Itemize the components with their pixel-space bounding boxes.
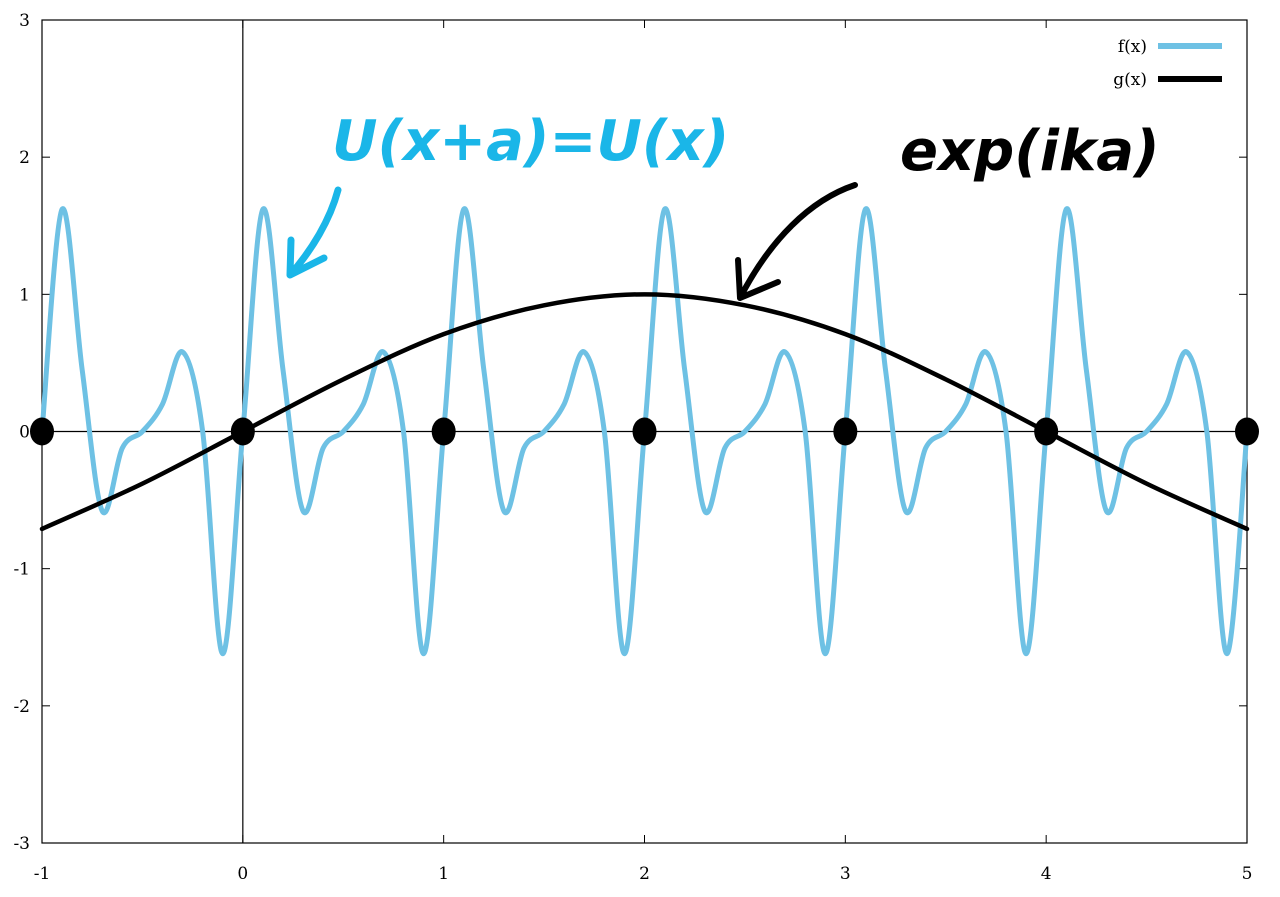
x-tick-label: 2: [639, 864, 650, 884]
x-tick-label: 5: [1242, 864, 1253, 884]
zero-point: [230, 417, 255, 446]
y-tick-label: 0: [19, 423, 30, 443]
zero-points: [30, 417, 1259, 446]
x-tick-label: -1: [34, 864, 51, 884]
annotations: U(x+a)=U(x) exp(ika): [286, 109, 1160, 301]
y-tick-label: -2: [13, 697, 30, 717]
zero-point: [632, 417, 657, 446]
zero-point: [833, 417, 858, 446]
y-tick-label: 3: [19, 11, 30, 31]
legend-label-g: g(x): [1113, 70, 1147, 90]
ticks: -1 0 1 2 3 4 5 -3 -2 -1 0 1 2 3: [13, 11, 1252, 884]
y-tick-label: -3: [13, 834, 30, 854]
legend-label-f: f(x): [1118, 37, 1147, 57]
annotation-exp: exp(ika): [900, 119, 1160, 184]
x-tick-label: 4: [1041, 864, 1052, 884]
zero-point: [431, 417, 456, 446]
y-tick-label: 2: [19, 148, 30, 168]
zero-point: [1235, 417, 1259, 446]
zero-point: [30, 417, 54, 446]
legend: f(x) g(x): [1113, 37, 1222, 90]
y-tick-label: 1: [19, 285, 30, 305]
x-tick-label: 0: [237, 864, 248, 884]
x-tick-label: 3: [840, 864, 851, 884]
zero-point: [1034, 417, 1059, 446]
annotation-arrow-exp: [735, 182, 858, 301]
annotation-arrow-periodicity: [286, 186, 342, 279]
x-tick-label: 1: [438, 864, 449, 884]
annotation-periodicity: U(x+a)=U(x): [332, 109, 729, 174]
y-tick-label: -1: [13, 560, 30, 580]
